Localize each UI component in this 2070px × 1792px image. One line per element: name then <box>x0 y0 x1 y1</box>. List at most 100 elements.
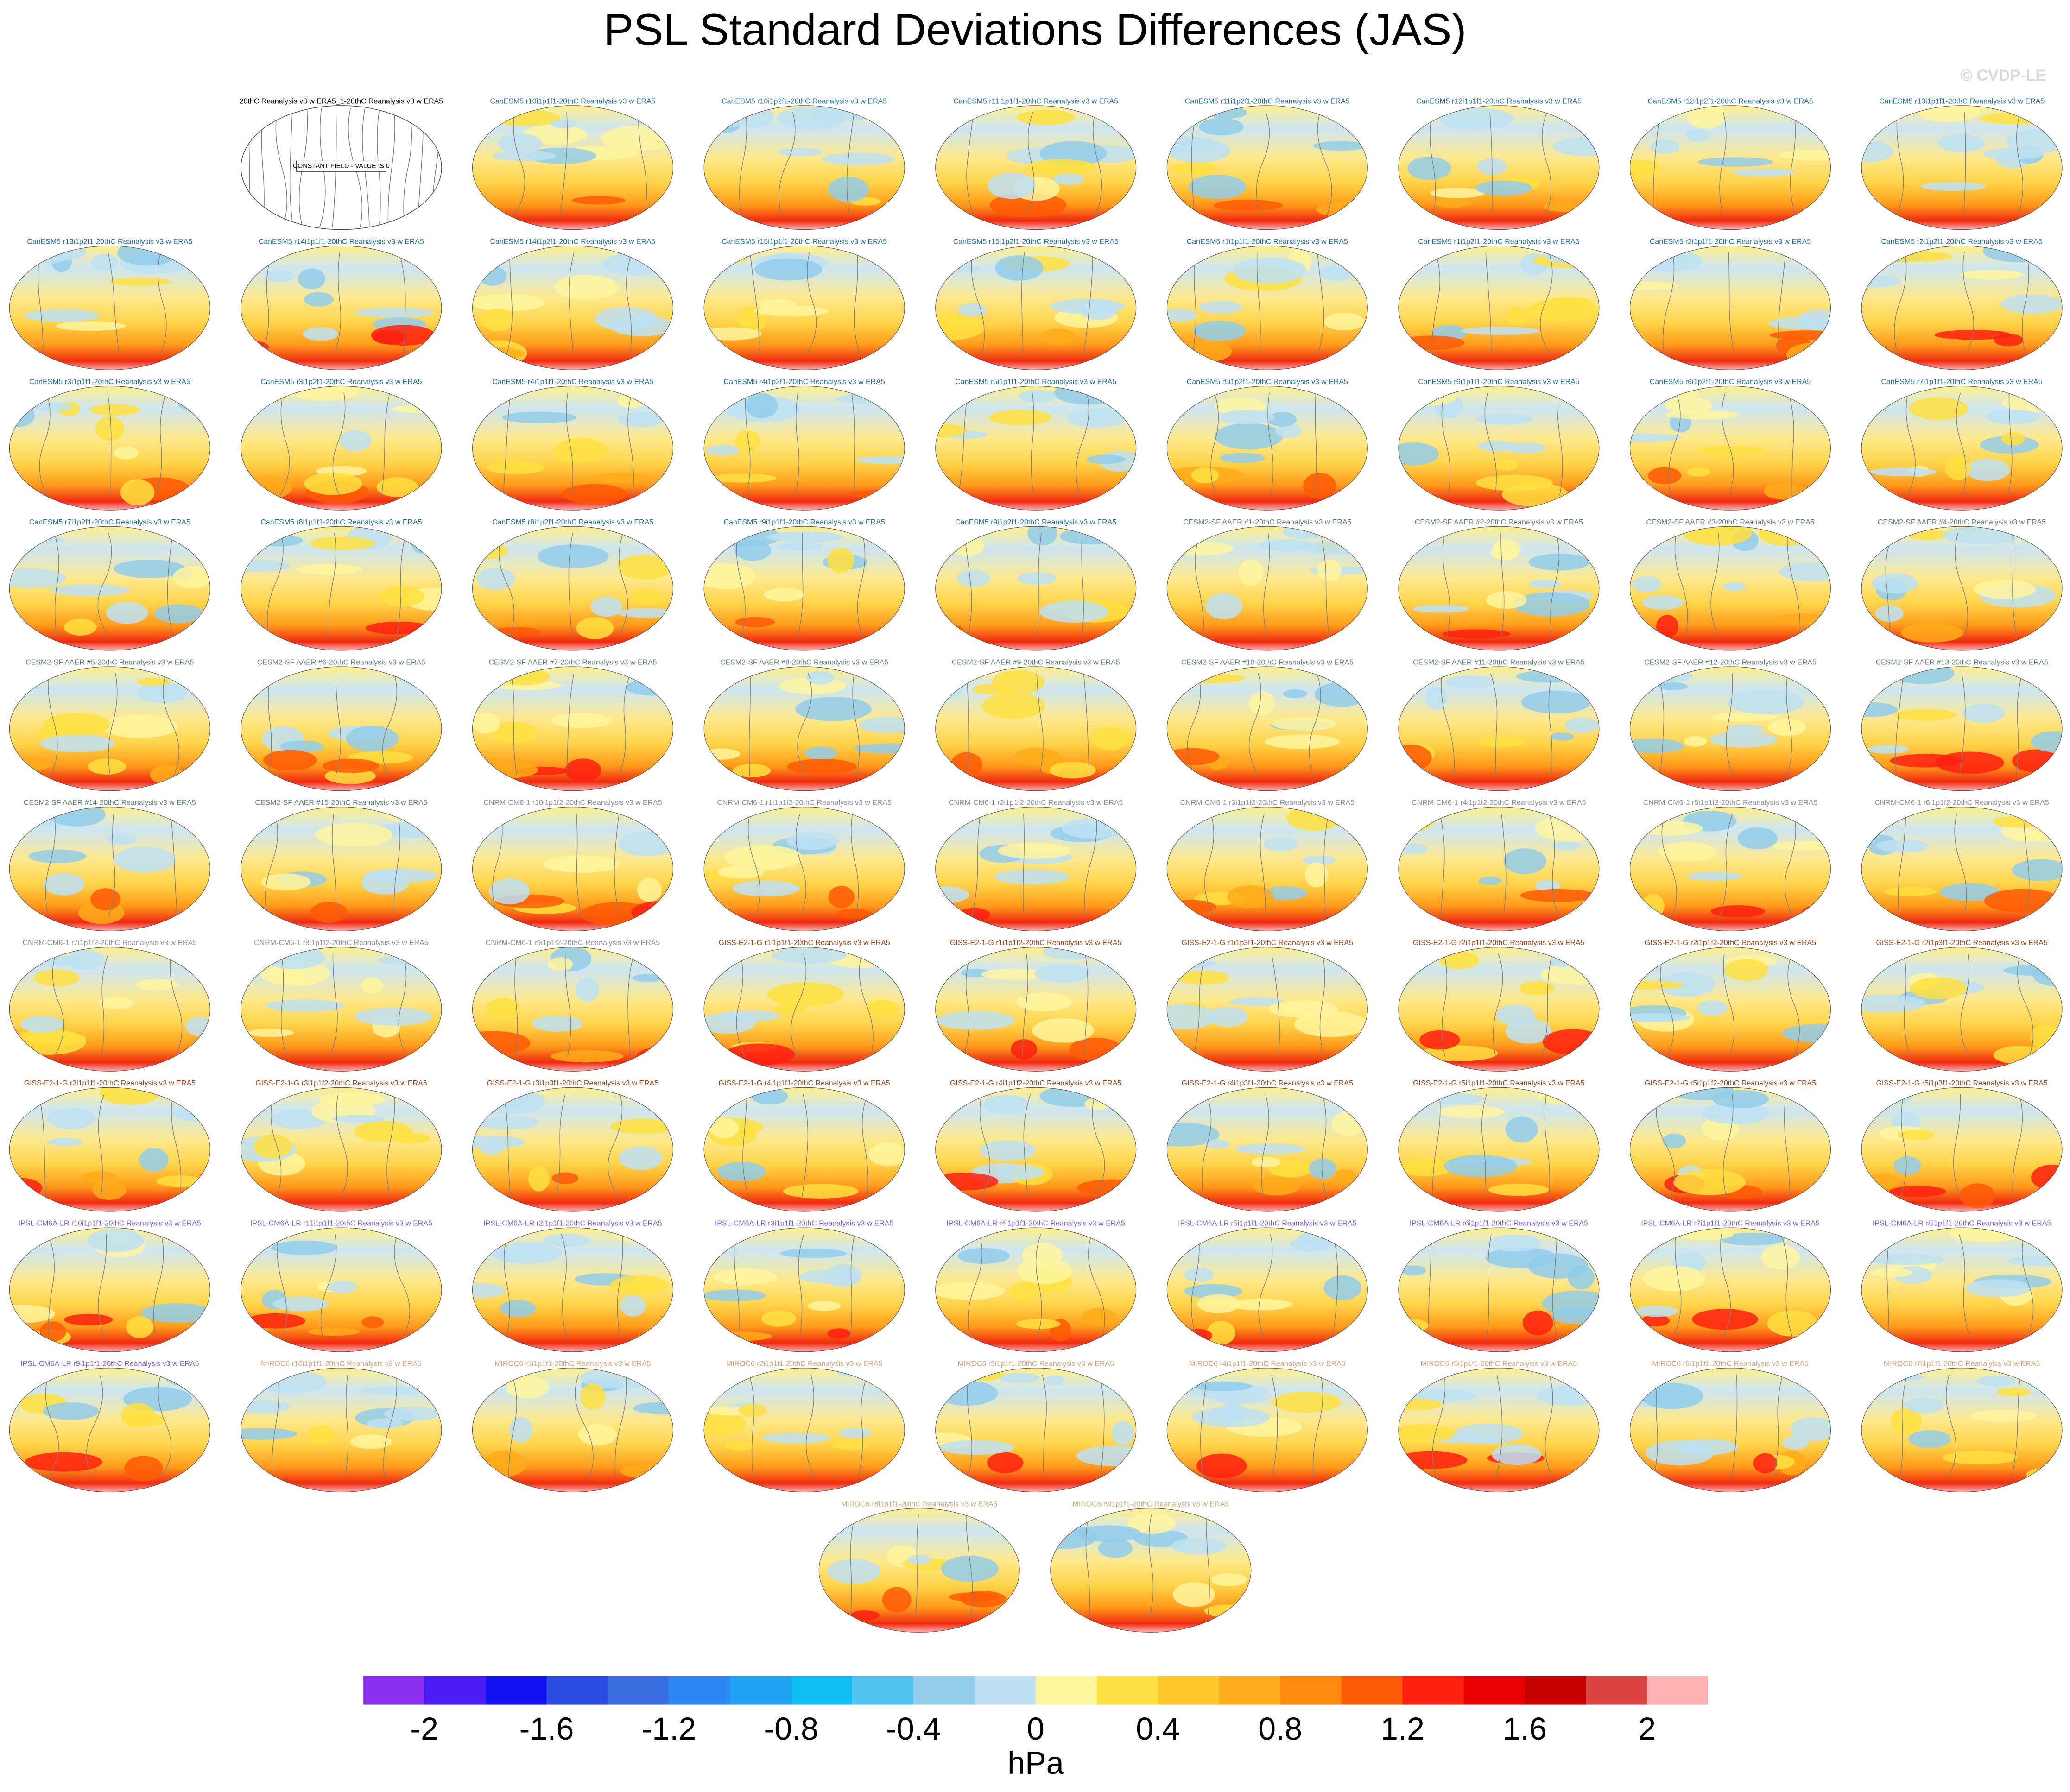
field-blob <box>39 1321 66 1342</box>
field-blob <box>957 908 991 922</box>
field-blob <box>114 846 176 873</box>
field-blob <box>1213 200 1283 211</box>
field-blob <box>580 1383 606 1410</box>
globe-outline <box>935 105 1137 230</box>
field-blob <box>1401 1158 1452 1177</box>
coastline <box>1210 392 1219 496</box>
field-blob <box>1026 159 1095 175</box>
colorbar-box <box>1280 1676 1342 1705</box>
coastline <box>1722 392 1734 496</box>
field-blob <box>735 105 774 128</box>
coastline <box>396 533 406 636</box>
field-blobs <box>247 947 442 1057</box>
field-blob <box>1323 1275 1362 1300</box>
field-blob <box>42 1402 99 1420</box>
field-blob <box>754 258 823 281</box>
coastline <box>608 1094 623 1198</box>
field-blob <box>1407 157 1451 180</box>
field-blob <box>1049 762 1096 779</box>
coastline <box>108 252 120 356</box>
field-blob <box>1434 199 1470 208</box>
coastline <box>569 252 575 356</box>
map-panel: CanESM5 r5i1p2f1-20thC Reanalysis v3 w E… <box>1166 378 1368 511</box>
panel-title: CanESM5 r15i1p1f1-20thC Reanalysis v3 w … <box>722 238 887 246</box>
field-blob <box>1199 301 1242 314</box>
field-blob <box>1519 981 1555 996</box>
field-blob <box>751 1088 788 1105</box>
field-blob <box>1664 410 1740 419</box>
globe <box>1861 526 2063 650</box>
coastline <box>1443 533 1450 636</box>
field-blob <box>1506 306 1529 326</box>
field-blob <box>1503 848 1546 874</box>
panel-title: CNRM-CM6-1 r5i1p1f2-20thC Reanalysis v3 … <box>1643 799 1818 807</box>
field-blob <box>1184 1268 1214 1282</box>
colorbar-box <box>1463 1676 1525 1705</box>
panel-title: GISS-E2-1-G r1i1p1f2-20thC Reanalysis v3… <box>950 939 1121 947</box>
field-blob <box>868 1142 905 1166</box>
field-blob <box>982 693 1045 719</box>
field-blob <box>1553 1087 1599 1102</box>
globe-outline <box>1861 1368 2063 1493</box>
coastline <box>38 1094 46 1197</box>
field-blob <box>2030 1024 2063 1051</box>
field-blob <box>1770 841 1831 851</box>
map-panel: GISS-E2-1-G r2i1p1f2-20thC Reanalysis v3… <box>1629 939 1831 1072</box>
coastline <box>393 813 400 917</box>
field-blob <box>1540 964 1599 985</box>
map-panel: CanESM5 r13i1p1f1-20thC Reanalysis v3 w … <box>1861 98 2063 230</box>
panel-title: GISS-E2-1-G r4i1p1f1-20thC Reanalysis v3… <box>718 1079 890 1087</box>
field-blob <box>1861 1373 1924 1382</box>
coastline <box>1021 252 1025 356</box>
map-panel: CNRM-CM6-1 r7i1p1f2-20thC Reanalysis v3 … <box>9 939 210 1072</box>
field-blob <box>1183 1329 1213 1343</box>
field-blob <box>1656 615 1678 638</box>
field-blob <box>613 1228 673 1243</box>
field-blob <box>1779 150 1831 161</box>
field-blob <box>1658 842 1717 862</box>
coastline <box>749 252 760 356</box>
coastline <box>736 533 746 636</box>
field-blob <box>1205 593 1243 619</box>
field-blob <box>1960 1183 1995 1208</box>
panel-title: CESM2-SF AAER #7-20thC Reanalysis v3 w E… <box>488 659 657 667</box>
field-blob <box>1720 1232 1785 1246</box>
coastline <box>1442 953 1448 1057</box>
field-blobs <box>472 533 673 639</box>
field-blob <box>241 340 269 354</box>
map-panel: CanESM5 r5i1p1f1-20thC Reanalysis v3 w E… <box>935 378 1137 511</box>
field-blobs <box>935 813 1127 922</box>
coastline <box>1657 673 1665 776</box>
coastline <box>1489 112 1493 215</box>
panel-note: CONSTANT FIELD - VALUE IS 0 <box>293 163 390 170</box>
field-blob <box>1710 905 1765 918</box>
field-blobs <box>11 950 210 1057</box>
coastline <box>158 252 167 356</box>
coastline <box>566 673 575 776</box>
globe-outline <box>1629 807 1831 932</box>
map-panel: CanESM5 r2i1p2f1-20thC Reanalysis v3 w E… <box>1861 238 2063 370</box>
coastline <box>614 813 620 917</box>
field-blob <box>1234 1143 1306 1154</box>
coastline <box>98 1094 105 1197</box>
field-blob <box>839 1427 872 1438</box>
field-blob <box>1677 1439 1738 1455</box>
field-blob <box>1724 959 1769 981</box>
coastline <box>499 533 514 636</box>
coastline <box>1256 252 1261 356</box>
coastline <box>334 252 342 356</box>
field-blob <box>1334 1169 1356 1184</box>
colorbar-label: hPa <box>1007 1746 1064 1781</box>
field-blob <box>786 832 839 850</box>
field-blob <box>850 1610 880 1621</box>
coastline <box>1441 673 1455 776</box>
coastline <box>1332 1234 1338 1338</box>
field-blob <box>263 750 317 771</box>
field-blob <box>2014 529 2063 538</box>
globe-outline <box>241 385 442 511</box>
field-blob <box>361 871 409 895</box>
panel-title: CNRM-CM6-1 r2i1p1f2-20thC Reanalysis v3 … <box>949 799 1123 807</box>
panel-title: CNRM-CM6-1 r6i1p1f2-20thC Reanalysis v3 … <box>1874 799 2049 807</box>
coastline <box>1271 953 1280 1057</box>
field-blob <box>63 618 97 636</box>
